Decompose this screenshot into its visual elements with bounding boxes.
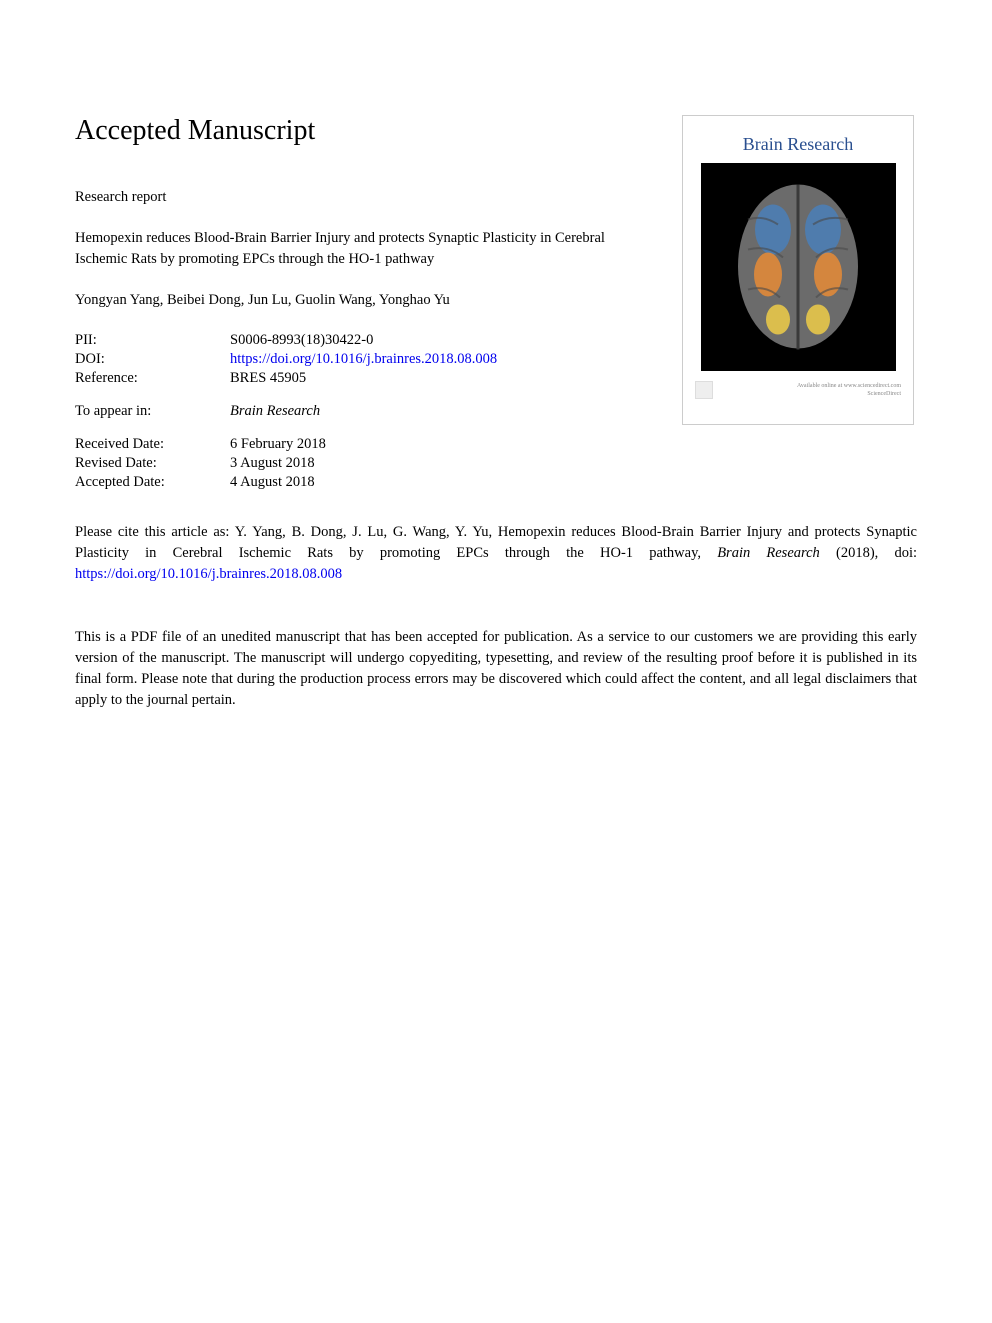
table-row: Accepted Date: 4 August 2018: [75, 473, 497, 492]
disclaimer-text: This is a PDF file of an unedited manusc…: [75, 627, 917, 711]
cover-journal-title: Brain Research: [683, 116, 913, 163]
publisher-logo-icon: [695, 381, 713, 399]
citation-text: Please cite this article as: Y. Yang, B.…: [75, 522, 917, 585]
table-row: Reference: BRES 45905: [75, 369, 497, 388]
table-row: PII: S0006-8993(18)30422-0: [75, 331, 497, 350]
reference-value: BRES 45905: [230, 369, 497, 388]
table-row: DOI: https://doi.org/10.1016/j.brainres.…: [75, 350, 497, 369]
cover-brain-image: [701, 163, 896, 371]
pii-label: PII:: [75, 331, 230, 350]
table-row: Revised Date: 3 August 2018: [75, 454, 497, 473]
journal-cover-thumbnail: Brain Research Available online at www.s…: [682, 115, 914, 425]
doi-link[interactable]: https://doi.org/10.1016/j.brainres.2018.…: [230, 351, 497, 367]
table-row: To appear in: Brain Research: [75, 402, 497, 421]
citation-journal: Brain Research: [717, 545, 820, 561]
appear-label: To appear in:: [75, 402, 230, 421]
cover-footer-line1: Available online at www.sciencedirect.co…: [797, 383, 901, 391]
article-title: Hemopexin reduces Blood-Brain Barrier In…: [75, 228, 605, 270]
citation-doi-link[interactable]: https://doi.org/10.1016/j.brainres.2018.…: [75, 566, 342, 582]
doi-label: DOI:: [75, 350, 230, 369]
pii-value: S0006-8993(18)30422-0: [230, 331, 497, 350]
received-value: 6 February 2018: [230, 435, 497, 454]
cover-footer: Available online at www.sciencedirect.co…: [683, 371, 913, 407]
cover-footer-line2: ScienceDirect: [797, 391, 901, 399]
table-row: Received Date: 6 February 2018: [75, 435, 497, 454]
cover-footer-text: Available online at www.sciencedirect.co…: [797, 383, 901, 399]
revised-label: Revised Date:: [75, 454, 230, 473]
metadata-table: PII: S0006-8993(18)30422-0 DOI: https://…: [75, 331, 497, 492]
citation-year: (2018), doi:: [820, 545, 917, 561]
revised-value: 3 August 2018: [230, 454, 497, 473]
appear-value: Brain Research: [230, 402, 497, 421]
reference-label: Reference:: [75, 369, 230, 388]
accepted-label: Accepted Date:: [75, 473, 230, 492]
accepted-value: 4 August 2018: [230, 473, 497, 492]
brain-icon: [728, 180, 868, 355]
received-label: Received Date:: [75, 435, 230, 454]
